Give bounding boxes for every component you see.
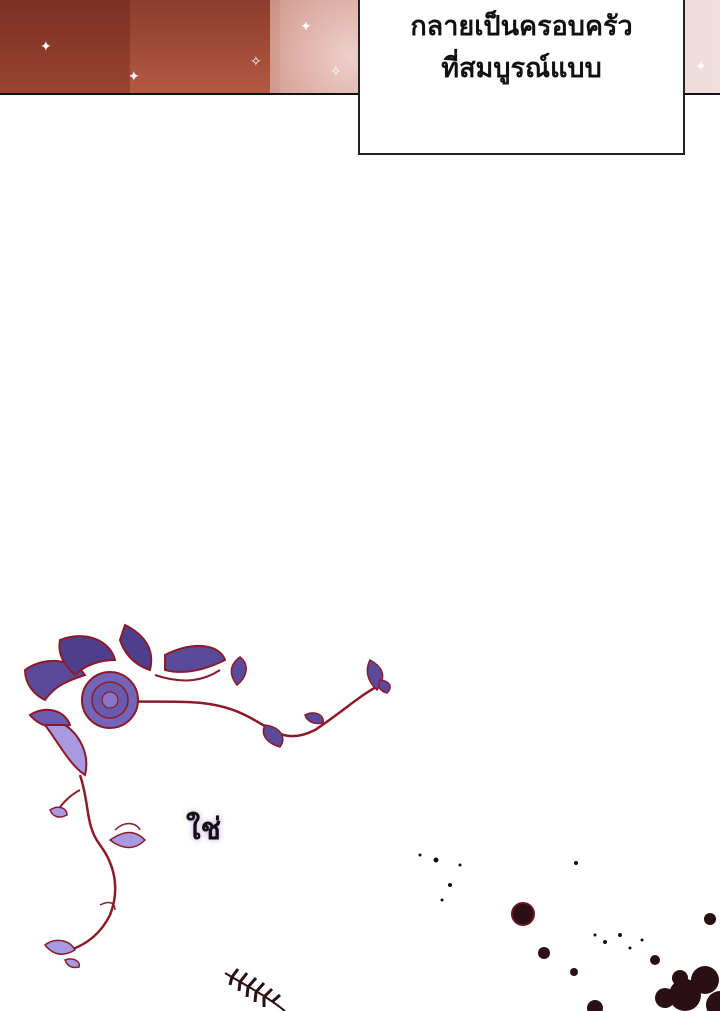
sparkle-icon: ✦: [695, 59, 707, 75]
sparkle-icon: ✦: [300, 19, 312, 35]
panel-shape-middle: [130, 0, 280, 95]
sparkle-icon: ✧: [330, 64, 342, 80]
caption-line-2: ที่สมบูรณ์แบบ: [441, 53, 602, 84]
sparkle-icon: ✦: [40, 39, 52, 55]
fern-leaf-icon: [224, 968, 286, 1011]
caption-text: กลายเป็นครอบครัว ที่สมบูรณ์แบบ: [360, 6, 683, 90]
caption-box: กลายเป็นครอบครัว ที่สมบูรณ์แบบ: [358, 0, 685, 155]
floral-ornament-icon: [23, 623, 391, 969]
sparkle-icon: ✦: [128, 69, 140, 85]
dialogue-text: ใช่: [186, 812, 222, 847]
ink-splatter-icon: [418, 853, 720, 1011]
sparkle-icon: ✧: [250, 54, 262, 70]
caption-line-1: กลายเป็นครอบครัว: [410, 11, 633, 42]
panel-shape-left: [0, 0, 140, 95]
